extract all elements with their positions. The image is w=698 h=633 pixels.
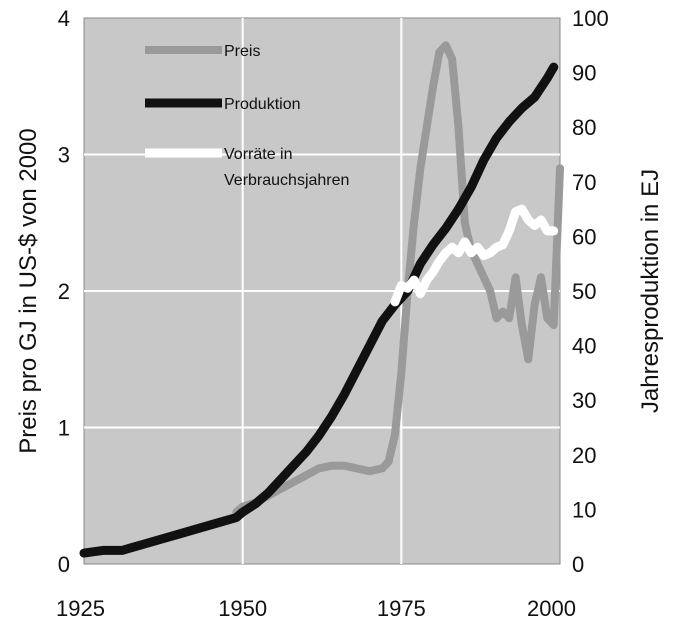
- y-tick-right: 10: [572, 497, 596, 522]
- y-tick-right: 60: [572, 224, 596, 249]
- x-tick: 1925: [56, 596, 105, 621]
- y-tick-left: 3: [58, 143, 70, 168]
- series-line-preis: [232, 41, 564, 517]
- y-axis-right-title: Jahresproduktion in EJ: [637, 169, 664, 413]
- legend-label-line: Vorräte in: [224, 146, 292, 163]
- y-tick-right: 20: [572, 443, 596, 468]
- series-line-produktion: [79, 62, 559, 558]
- legend-label: Produktion: [224, 96, 301, 113]
- legend-label-line: Verbrauchsjahren: [224, 172, 349, 189]
- y-tick-right: 100: [572, 6, 609, 31]
- y-tick-left: 1: [58, 416, 70, 441]
- y-tick-right: 50: [572, 279, 596, 304]
- y-tick-right: 30: [572, 388, 596, 413]
- legend-label: Preis: [224, 43, 260, 60]
- y-tick-right: 90: [572, 61, 596, 86]
- y-axis-left-title: Preis pro GJ in US-$ von 2000: [15, 128, 42, 454]
- series-group: [79, 41, 564, 558]
- x-tick: 2000: [527, 596, 576, 621]
- y-tick-left: 0: [58, 552, 70, 577]
- series-line-vorr-te-in-verbrauchsjahren: [390, 204, 559, 307]
- y-tick-right: 80: [572, 115, 596, 140]
- y-tick-right: 70: [572, 170, 596, 195]
- x-tick: 1950: [218, 596, 267, 621]
- y-tick-right: 0: [572, 552, 584, 577]
- y-tick-right: 40: [572, 334, 596, 359]
- legend-label: Vorräte in Verbrauchsjahren: [224, 146, 349, 189]
- x-tick: 1975: [377, 596, 426, 621]
- legend: Preis Produktion Vorräte in Verbrauchsjahre…: [145, 43, 349, 189]
- y-tick-left: 2: [58, 279, 70, 304]
- y-tick-left: 4: [58, 6, 70, 31]
